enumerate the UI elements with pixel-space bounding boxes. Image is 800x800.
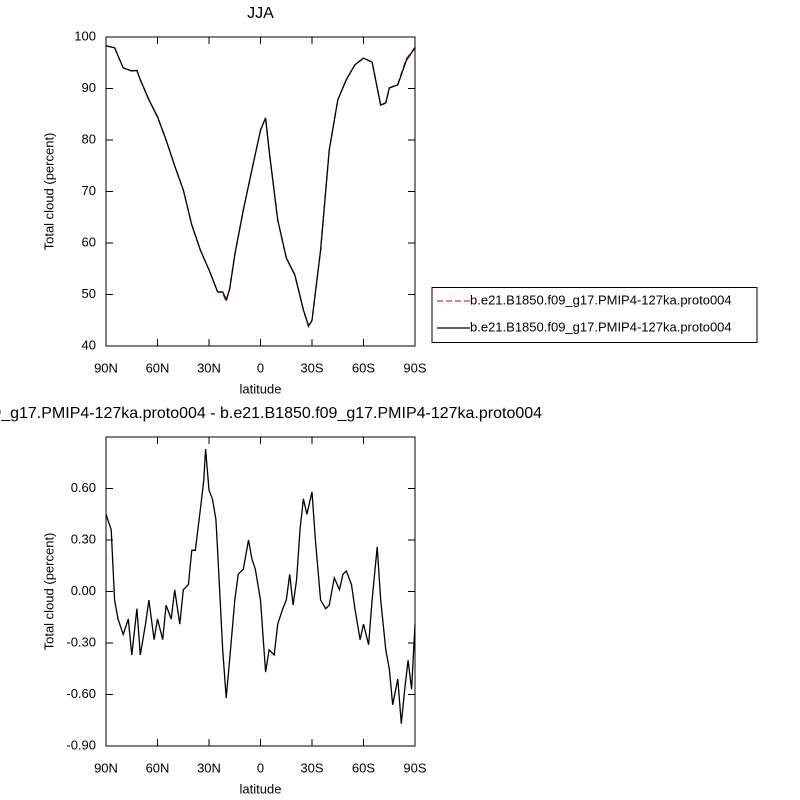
plot-frame — [105, 436, 416, 747]
data-line — [106, 448, 415, 724]
x-tick-label: 30S — [300, 360, 323, 375]
legend-label: b.e21.B1850.f09_g17.PMIP4-127ka.proto004 — [470, 319, 732, 334]
x-tick-label: 30S — [300, 760, 323, 775]
x-tick-label: 90S — [403, 760, 426, 775]
x-tick-label: 0 — [257, 760, 264, 775]
x-tick-label: 90N — [94, 760, 118, 775]
x-tick-label: 30N — [197, 760, 221, 775]
x-tick-label: 60N — [146, 360, 170, 375]
series-line — [106, 45, 415, 328]
y-axis-label: Total cloud (percent) — [41, 533, 56, 651]
y-tick-label: 0.60 — [71, 480, 96, 495]
x-axis-label: latitude — [240, 781, 282, 796]
y-tick-label: 40 — [82, 337, 96, 352]
x-tick-label: 0 — [257, 360, 264, 375]
y-tick-label: -0.90 — [66, 737, 96, 752]
y-tick-label: 100 — [74, 28, 96, 43]
chart-title: JJA — [247, 5, 274, 22]
y-tick-label: 60 — [82, 234, 96, 249]
y-tick-label: 70 — [82, 183, 96, 198]
y-tick-label: 0.00 — [71, 583, 96, 598]
y-tick-label: 80 — [82, 131, 96, 146]
y-axis-label: Total cloud (percent) — [41, 133, 56, 251]
x-tick-label: 90N — [94, 360, 118, 375]
plot-frame — [105, 36, 416, 347]
x-tick-label: 90S — [403, 360, 426, 375]
x-tick-label: 60N — [146, 760, 170, 775]
chart-title: f09_g17.PMIP4-127ka.proto004 - b.e21.B18… — [0, 405, 542, 422]
x-tick-label: 60S — [352, 360, 375, 375]
x-axis-label: latitude — [240, 381, 282, 396]
y-tick-label: 90 — [82, 80, 96, 95]
series-line — [106, 45, 415, 329]
y-tick-label: 50 — [82, 286, 96, 301]
legend-label: b.e21.B1850.f09_g17.PMIP4-127ka.proto004 — [470, 292, 732, 307]
x-tick-label: 60S — [352, 760, 375, 775]
y-tick-label: -0.60 — [66, 686, 96, 701]
y-tick-label: -0.30 — [66, 634, 96, 649]
legend-box — [431, 287, 758, 343]
x-tick-label: 30N — [197, 360, 221, 375]
y-tick-label: 0.30 — [71, 531, 96, 546]
